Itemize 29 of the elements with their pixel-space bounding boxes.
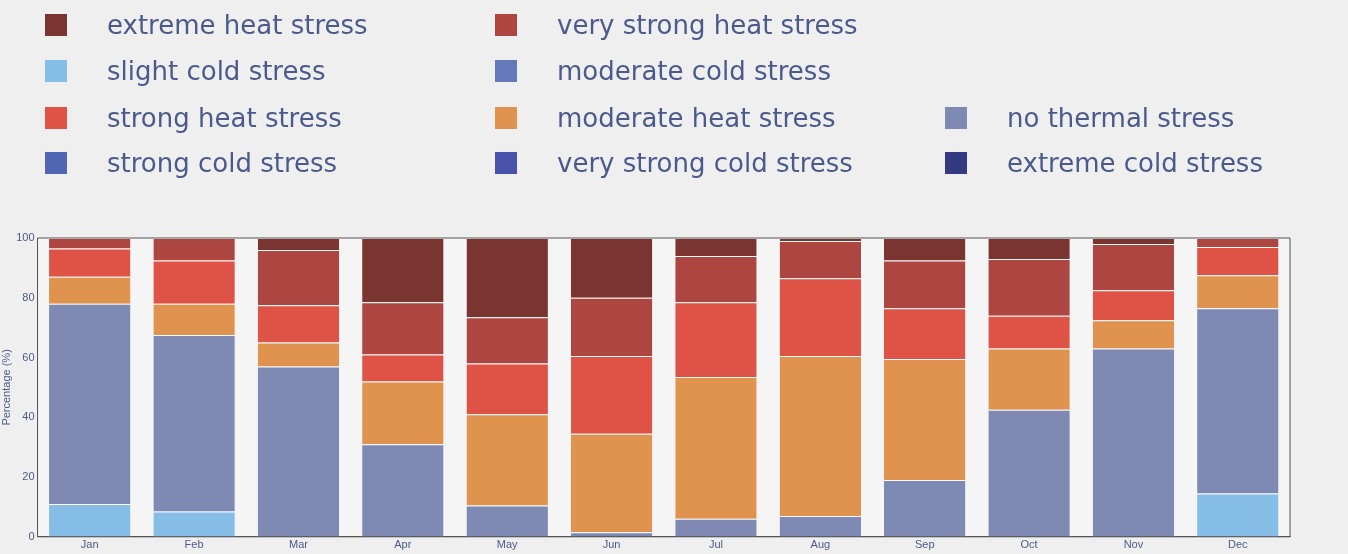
legend-label: extreme heat stress [107, 10, 368, 40]
y-tick-label: 0 [28, 529, 35, 542]
legend-label: very strong cold stress [557, 148, 853, 178]
x-tick-label: Feb [184, 538, 204, 551]
legend-label: strong cold stress [107, 148, 338, 178]
y-tick-label: 100 [16, 231, 35, 244]
x-tick-label: Oct [1020, 538, 1038, 551]
x-tick-label: Apr [394, 538, 412, 551]
x-tick-label: Jan [80, 538, 99, 551]
x-tick-label: Jul [708, 538, 723, 551]
x-tick-label: Sep [914, 538, 935, 551]
x-tick-label: Mar [289, 538, 309, 551]
x-tick-label: Dec [1228, 538, 1249, 551]
y-tick-label: 80 [22, 290, 35, 303]
x-tick-label: Jun [602, 538, 621, 551]
y-tick-label: 40 [22, 410, 35, 423]
legend-label: very strong heat stress [557, 10, 858, 40]
legend-label: extreme cold stress [1007, 148, 1263, 178]
y-tick-label: 60 [22, 350, 35, 363]
x-tick-label: Nov [1123, 538, 1144, 551]
legend-label: no thermal stress [1007, 103, 1235, 133]
legend-label: strong heat stress [107, 103, 342, 133]
y-tick-label: 20 [22, 470, 35, 483]
legend-label: slight cold stress [107, 56, 326, 86]
x-tick-label: May [496, 538, 519, 551]
legend-label: moderate heat stress [557, 103, 836, 133]
legend-label: moderate cold stress [557, 56, 831, 86]
x-tick-label: Aug [810, 538, 831, 551]
y-axis-title: Percentage (%) [0, 349, 12, 426]
